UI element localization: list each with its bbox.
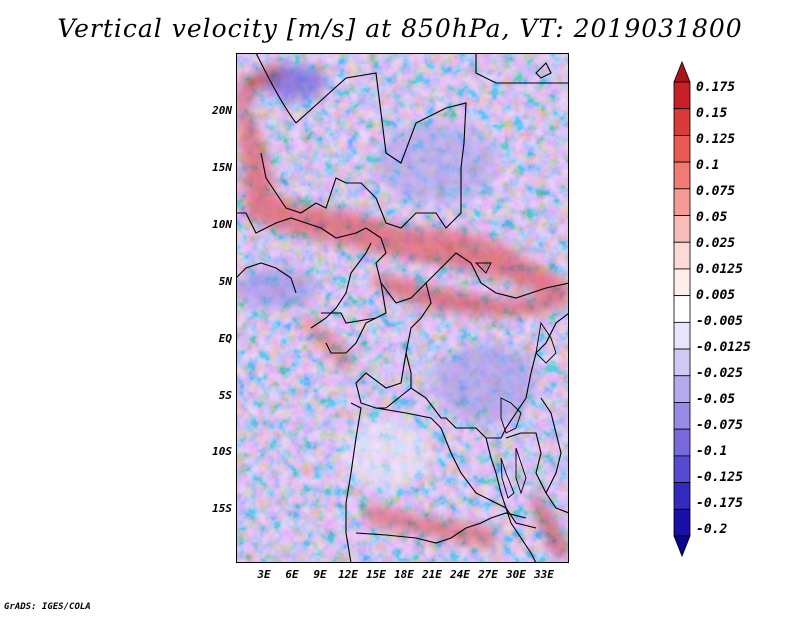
colorbar-segments xyxy=(673,60,691,558)
lon-label-6e: 6E xyxy=(285,568,299,581)
lon-label-12e: 12E xyxy=(338,568,358,581)
lon-label-27e: 27E xyxy=(478,568,498,581)
lon-label-30e: 30E xyxy=(506,568,526,581)
lat-label-5s: 5S xyxy=(218,389,232,402)
colorbar-segment xyxy=(673,508,691,537)
lon-label-33e: 33E xyxy=(534,568,554,581)
lon-label-18e: 18E xyxy=(394,568,414,581)
lat-label-10s: 10S xyxy=(212,445,232,458)
lon-label-15e: 15E xyxy=(366,568,386,581)
lat-label-eq: EQ xyxy=(218,332,232,345)
colorbar-label-neg-0-0125: -0.0125 xyxy=(696,340,751,355)
lat-label-10n: 10N xyxy=(212,218,232,231)
colorbar-segment xyxy=(673,295,691,323)
colorbar-segment xyxy=(673,428,691,457)
colorbar-segment xyxy=(673,81,691,110)
velocity-map xyxy=(236,53,569,563)
lat-label-15n: 15N xyxy=(212,161,232,174)
colorbar-segment xyxy=(673,455,691,483)
lat-label-20n: 20N xyxy=(212,104,232,117)
colorbar-segment xyxy=(673,241,691,270)
colorbar-label-0-005: 0.005 xyxy=(696,288,736,303)
lat-label-15s: 15S xyxy=(212,502,232,515)
colorbar-segment xyxy=(673,402,691,430)
colorbar-label-neg-0-2: -0.2 xyxy=(696,522,728,537)
colorbar-label-0-175: 0.175 xyxy=(696,80,736,95)
colorbar-segment xyxy=(673,535,691,558)
colorbar-segment xyxy=(673,375,691,403)
map-frame xyxy=(236,53,569,563)
colorbar-label-0-125: 0.125 xyxy=(696,132,736,147)
colorbar xyxy=(673,60,691,558)
colorbar-segment xyxy=(673,482,691,510)
lon-label-24e: 24E xyxy=(450,568,470,581)
lon-label-21e: 21E xyxy=(422,568,442,581)
colorbar-label-neg-0-175: -0.175 xyxy=(696,496,743,511)
colorbar-label-0-1: 0.1 xyxy=(696,158,720,173)
colorbar-label-neg-0-05: -0.05 xyxy=(696,392,736,407)
colorbar-label-0-15: 0.15 xyxy=(696,106,728,121)
colorbar-label-neg-0-125: -0.125 xyxy=(696,470,743,485)
colorbar-segment xyxy=(673,188,691,216)
colorbar-label-0-075: 0.075 xyxy=(696,184,736,199)
colorbar-label-0-025: 0.025 xyxy=(696,236,736,251)
colorbar-segment xyxy=(673,321,691,350)
colorbar-label-0-0125: 0.0125 xyxy=(696,262,743,277)
lon-label-3e: 3E xyxy=(257,568,271,581)
lat-label-5n: 5N xyxy=(218,275,232,288)
colorbar-label-neg-0-025: -0.025 xyxy=(696,366,743,381)
colorbar-label-neg-0-005: -0.005 xyxy=(696,314,743,329)
grads-credit: GrADS: IGES/COLA xyxy=(4,602,91,612)
colorbar-label-neg-0-1: -0.1 xyxy=(696,444,728,459)
colorbar-segment xyxy=(673,268,691,297)
map-title: Vertical velocity [m/s] at 850hPa, VT: 2… xyxy=(57,14,743,43)
colorbar-label-0-05: 0.05 xyxy=(696,210,728,225)
colorbar-segment xyxy=(673,135,691,163)
colorbar-segment xyxy=(673,215,691,243)
lon-label-9e: 9E xyxy=(313,568,327,581)
colorbar-segment xyxy=(673,161,691,190)
colorbar-segment xyxy=(673,108,691,136)
colorbar-label-neg-0-075: -0.075 xyxy=(696,418,743,433)
uplift-bands xyxy=(236,66,569,558)
colorbar-segment xyxy=(673,60,691,83)
country-borders xyxy=(236,53,569,563)
colorbar-segment xyxy=(673,348,691,377)
